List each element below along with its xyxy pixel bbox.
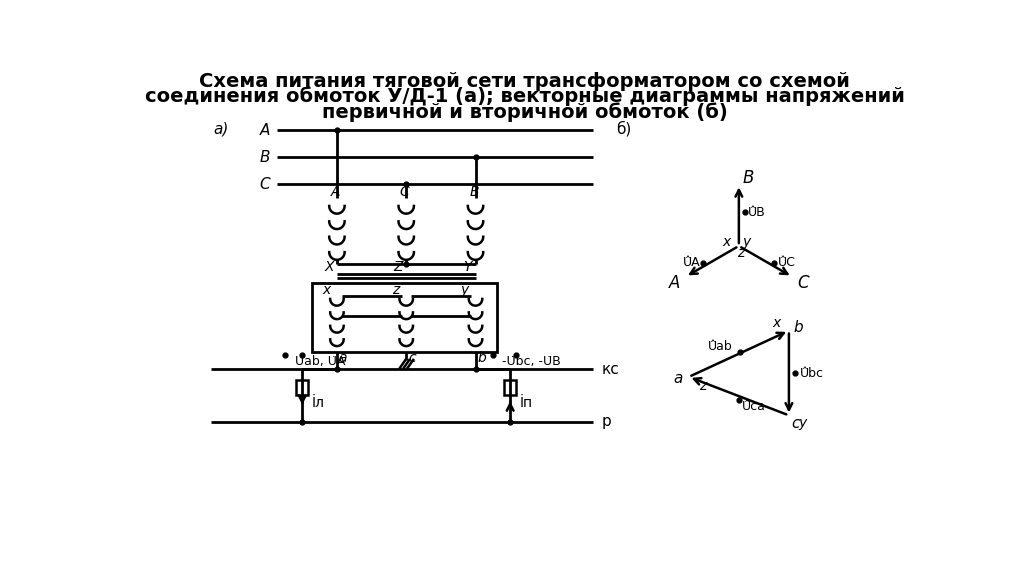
Text: a: a: [339, 351, 347, 364]
Text: Y: Y: [464, 260, 472, 274]
Bar: [312, 283, 497, 352]
Text: a: a: [674, 371, 683, 386]
Text: y: y: [799, 416, 807, 430]
Text: A: A: [331, 185, 340, 199]
Text: z: z: [737, 246, 744, 260]
Text: C: C: [399, 185, 410, 199]
Text: z: z: [699, 379, 707, 393]
Text: x: x: [722, 235, 731, 249]
Text: первичной и вторичной обмоток (б): первичной и вторичной обмоток (б): [322, 102, 728, 122]
Text: y: y: [461, 283, 469, 297]
Text: Схема питания тяговой сети трансформатором со схемой: Схема питания тяговой сети трансформатор…: [200, 72, 850, 91]
Text: U̇ab, U̇A: U̇ab, U̇A: [295, 355, 345, 368]
Text: A: A: [259, 123, 269, 138]
Text: C: C: [797, 274, 809, 292]
Text: ÛA: ÛA: [683, 257, 700, 269]
Text: Ûca: Ûca: [742, 401, 766, 413]
Text: а): а): [214, 122, 229, 137]
Text: -U̇bc, -U̇B: -U̇bc, -U̇B: [503, 355, 561, 368]
Text: B: B: [469, 185, 479, 199]
Text: İл: İл: [311, 396, 325, 410]
Text: y: y: [742, 235, 751, 249]
Text: B: B: [742, 169, 754, 187]
Text: Ûbc: Ûbc: [800, 367, 823, 379]
Text: b: b: [477, 351, 486, 364]
Text: x: x: [772, 316, 780, 330]
Text: c: c: [791, 416, 800, 430]
Text: c: c: [409, 351, 416, 364]
Text: z: z: [392, 283, 399, 297]
Text: İп: İп: [519, 396, 532, 410]
Text: x: x: [322, 283, 331, 297]
Text: A: A: [669, 274, 680, 292]
Text: соединения обмоток У/Д-1 (а); векторные диаграммы напряжений: соединения обмоток У/Д-1 (а); векторные …: [144, 87, 905, 106]
Bar: [504, 380, 516, 395]
Text: B: B: [259, 150, 269, 165]
Text: б): б): [615, 121, 631, 137]
Text: C: C: [259, 177, 270, 192]
Text: р: р: [602, 414, 611, 429]
Text: b: b: [794, 320, 803, 335]
Text: Z: Z: [394, 260, 403, 274]
Text: ÛC: ÛC: [777, 257, 796, 269]
Text: кс: кс: [602, 362, 620, 377]
Text: X: X: [325, 260, 334, 274]
Bar: [296, 380, 308, 395]
Text: Ûab: Ûab: [708, 340, 733, 352]
Text: ÛB: ÛB: [749, 205, 766, 219]
